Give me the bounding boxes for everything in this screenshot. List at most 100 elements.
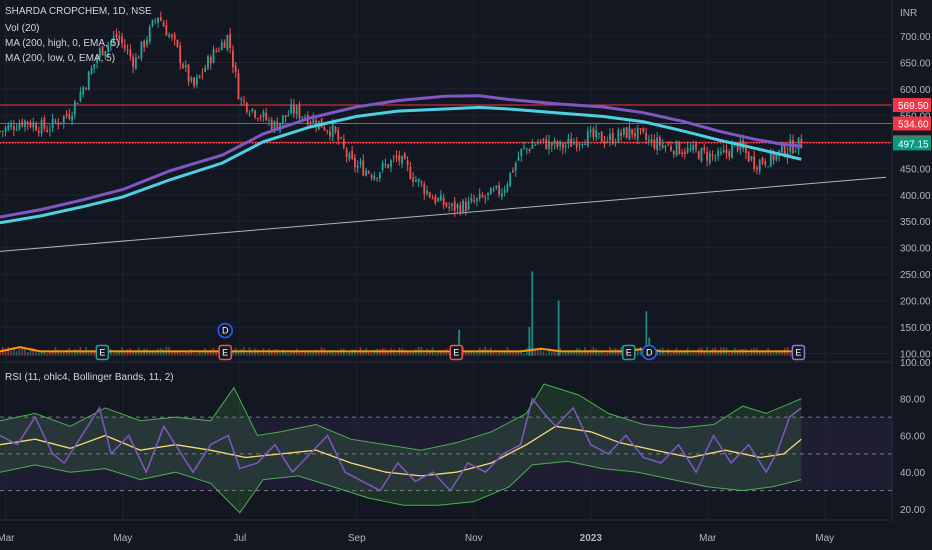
volume-spike [645,311,648,356]
legend-vol[interactable]: Vol (20) [5,23,40,34]
volume-bar [731,350,733,356]
candle-body [362,160,365,176]
candle-body [37,130,40,133]
legend-ma-low[interactable]: MA (200, low, 0, EMA, 5) [5,53,116,64]
volume-bar [681,351,683,356]
volume-bar [548,348,550,356]
trendline[interactable] [0,176,887,252]
candle-body [195,77,198,85]
candle-body [312,117,315,123]
candle-body [600,131,603,143]
event-marker-label: E [222,347,228,357]
candle-body [49,129,51,131]
candle-body [85,88,87,90]
price-axis-tick: 250.00 [900,270,931,281]
rsi-basis-line[interactable] [0,425,802,477]
volume-bar [567,352,570,356]
legend-rsi[interactable]: RSI (11, ohlc4, Bollinger Bands, 11, 2) [5,372,174,383]
candle-body [750,156,753,160]
volume-bar [764,350,767,356]
volume-bar [512,352,514,356]
volume-bar [334,352,337,356]
earnings-marker[interactable] [95,344,110,361]
candle-body [0,130,1,132]
volume-bar [470,350,473,356]
volume-bar [570,350,572,356]
candle-body [725,149,728,154]
earnings-marker[interactable] [622,344,636,361]
earnings-marker[interactable] [791,344,806,361]
volume-bar [190,349,193,356]
candle-body [143,40,146,48]
volume-bar [110,349,112,356]
ma-high-line[interactable] [0,94,802,219]
candle-body [456,204,459,209]
candle-body [32,122,35,128]
volume-bar [0,351,1,356]
event-markers[interactable]: E D E E E D E [95,322,806,361]
candle-body [287,114,290,117]
candle-body [110,41,112,46]
candle-body [190,77,193,81]
volume-bar [526,348,528,356]
volume-bar [703,352,706,356]
earnings-marker[interactable] [449,344,463,361]
event-marker-label: D [646,347,653,357]
candle-body [207,56,209,69]
candle-body [40,120,43,134]
candle-body [315,120,317,127]
dividend-marker[interactable] [217,322,233,339]
legend-title[interactable]: SHARDA CROPCHEM, 1D, NSE [5,6,152,17]
candle-body [176,39,179,47]
candle-body [298,104,301,119]
event-marker-label: D [222,325,229,335]
legend-ma-high[interactable]: MA (200, high, 0, EMA, 5) [5,38,120,49]
candle-body [268,119,270,121]
event-marker-label: E [795,347,801,357]
candle-body [703,147,706,151]
dividend-marker[interactable] [641,344,658,361]
volume-bar [318,352,320,356]
candle-body [426,190,428,194]
candle-body [722,150,725,153]
candle-body [581,144,584,146]
volume-bar [600,352,603,356]
rsi-pane[interactable] [0,383,892,514]
volume-bar [196,353,198,356]
candle-body [184,65,187,68]
candle-body [243,100,245,102]
volume-bar [57,349,60,356]
candle-body [359,162,362,164]
volume-bar [273,349,276,356]
event-marker-label: E [626,347,632,357]
candle-body [187,64,190,82]
candle-body [428,192,431,198]
volume-bar [7,346,10,356]
price-axis-tick: 150.00 [900,323,931,334]
earnings-marker[interactable] [218,344,232,361]
candle-body [609,134,611,141]
candle-body [118,36,121,40]
volume-bar [87,352,90,356]
volume-bar [115,350,118,356]
ma-low-line[interactable] [0,105,802,225]
candle-body [797,137,800,150]
volume-bar [32,348,35,356]
rsi-line[interactable] [0,397,802,492]
candle-body [204,67,207,72]
candle-body [1,130,4,132]
candle-body [107,44,110,52]
candle-body [240,98,243,100]
candle-body [464,201,467,211]
volume-bar [603,353,606,356]
price-pane[interactable] [0,11,892,252]
candle-body [473,200,476,202]
volume-bar [556,352,559,356]
time-axis[interactable]: MarMayJulSepNov2023MarMayJul [0,533,932,544]
time-axis-tick: May [815,533,834,544]
candle-body [171,34,173,37]
volume-bar [60,352,62,356]
candle-body [234,65,237,72]
candle-body [18,123,21,130]
